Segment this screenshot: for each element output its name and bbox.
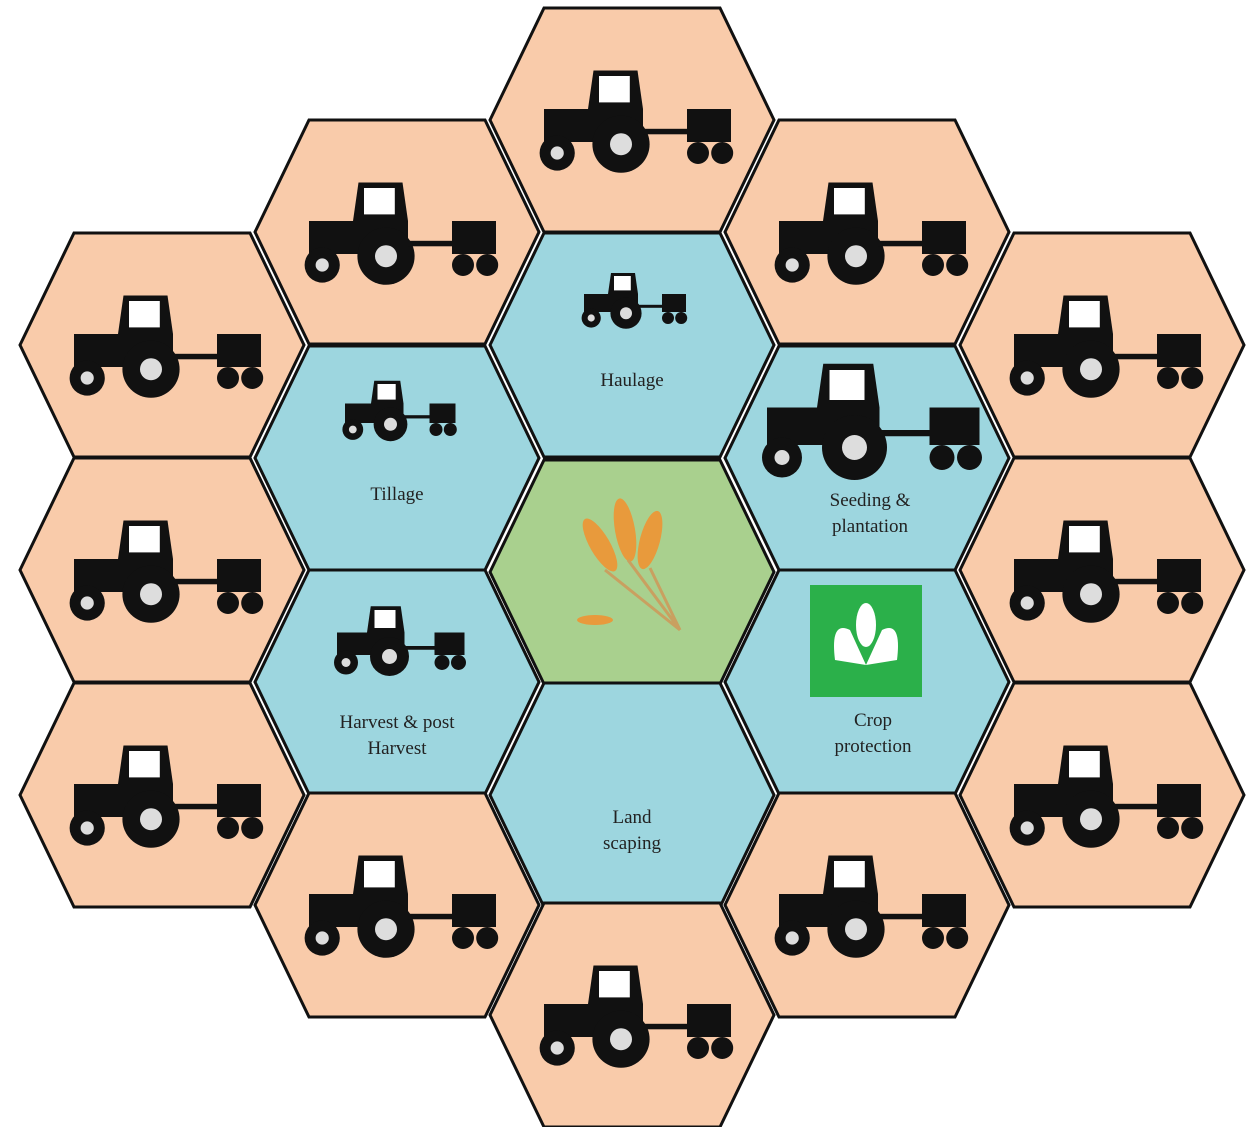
label: Land — [612, 807, 652, 828]
label: Seeding & — [830, 490, 911, 511]
hexagon — [490, 233, 774, 457]
label: plantation — [832, 516, 908, 537]
label: Haulage — [600, 370, 663, 391]
label: protection — [834, 736, 912, 757]
hexagon — [490, 683, 774, 907]
hexagon-diagram: Haulage Tillage Seeding & plantation Har… — [0, 0, 1258, 1127]
crop-protection-icon — [810, 585, 922, 697]
label: Harvest — [367, 738, 427, 759]
label: Crop — [854, 710, 892, 731]
label: Harvest & post — [339, 712, 455, 733]
hexagon — [490, 460, 774, 684]
hexagon — [255, 570, 539, 794]
hexagon — [255, 346, 539, 570]
label: scaping — [603, 833, 662, 854]
label: Tillage — [370, 484, 423, 505]
